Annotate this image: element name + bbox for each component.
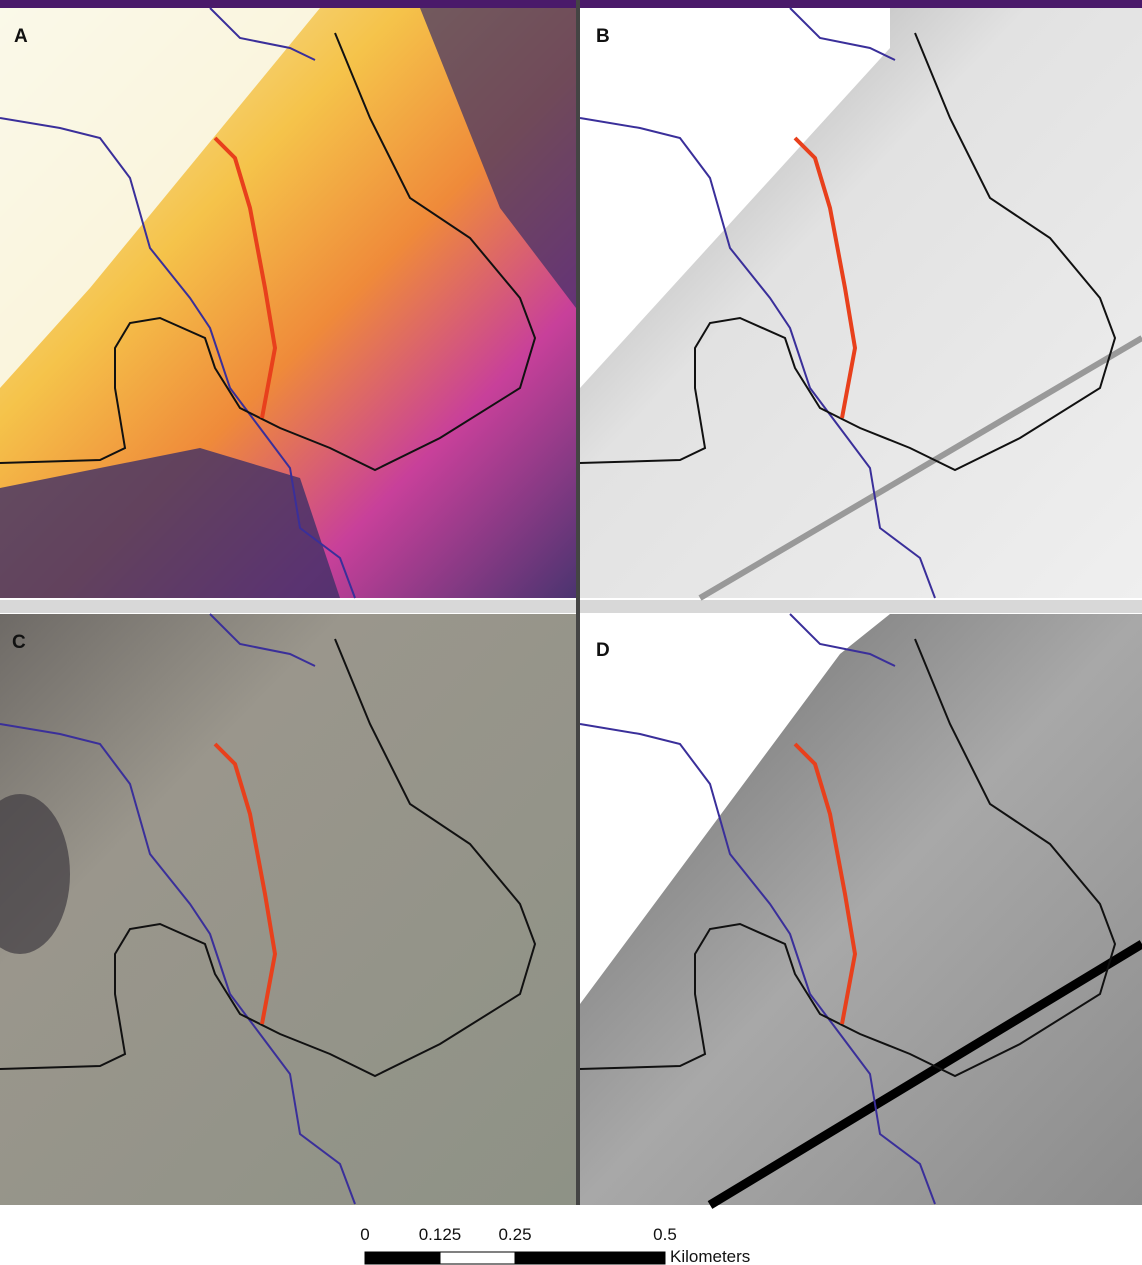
scale-bar: 0 0.125 0.25 0.5: [360, 1225, 677, 1264]
scale-tick-label: 0.125: [419, 1225, 462, 1244]
scale-segment: [440, 1252, 515, 1264]
scale-unit: Kilometers: [670, 1247, 750, 1265]
top-strip: [0, 0, 1142, 8]
panel-divider: [576, 0, 580, 1205]
panel-b: [580, 8, 1142, 598]
separator: [0, 600, 1142, 613]
scale-segment: [515, 1252, 665, 1264]
scale-segment: [365, 1252, 440, 1264]
scale-tick-label: 0.5: [653, 1225, 677, 1244]
panel-label: C: [12, 632, 26, 653]
panel-label: A: [14, 26, 28, 47]
figure: A B C D 0 0.125 0.25 0.5 Kilometers: [0, 0, 1142, 1265]
panel-label: D: [596, 640, 610, 661]
scale-tick-label: 0.25: [498, 1225, 531, 1244]
panel-a: [0, 8, 576, 598]
scale-tick-label: 0: [360, 1225, 369, 1244]
panel-d: [580, 614, 1142, 1205]
panel-label: B: [596, 26, 610, 47]
panel-c: [0, 614, 576, 1205]
